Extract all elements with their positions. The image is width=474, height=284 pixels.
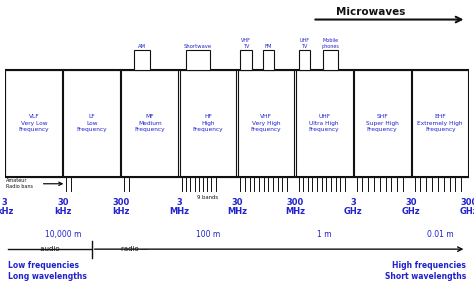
Text: HF
High
Frequency: HF High Frequency [192,114,223,132]
Text: UHF
Ultra High
Frequency: UHF Ultra High Frequency [309,114,339,132]
Text: 1 m: 1 m [317,230,331,239]
Text: VHF
TV: VHF TV [241,38,251,49]
Text: 3
kHz: 3 kHz [0,198,13,216]
Bar [186,50,210,70]
Text: 300
kHz: 300 kHz [112,198,129,216]
Text: Mobile
phones: Mobile phones [321,38,339,49]
Text: VHF
Very High
Frequency: VHF Very High Frequency [251,114,282,132]
Bar [134,50,150,70]
Text: AM: AM [138,44,146,49]
Bar [240,50,252,70]
Bar [180,70,237,177]
Bar [412,70,469,177]
Bar [237,70,294,177]
Bar [296,70,353,177]
Text: VLF
Very Low
Frequency: VLF Very Low Frequency [18,114,49,132]
Text: 3
GHz: 3 GHz [344,198,363,216]
Text: — audio —: — audio — [31,246,69,252]
Bar [354,70,410,177]
Text: 9 bands: 9 bands [197,195,219,200]
Text: radio —: radio — [121,246,148,252]
Text: UHF
TV: UHF TV [300,38,310,49]
Text: 10,000 m: 10,000 m [45,230,81,239]
Bar [5,70,469,177]
Text: 100 m: 100 m [196,230,220,239]
Text: EHF
Extremely High
Frequency: EHF Extremely High Frequency [418,114,463,132]
Text: 30
kHz: 30 kHz [54,198,72,216]
Text: FM: FM [264,44,272,49]
Text: SHF
Super High
Frequency: SHF Super High Frequency [366,114,399,132]
Bar [121,70,178,177]
Text: Low frequencies
Long wavelengths: Low frequencies Long wavelengths [8,261,87,281]
Text: 300
MHz: 300 MHz [285,198,305,216]
Text: 3
MHz: 3 MHz [169,198,189,216]
Text: High frequencies
Short wavelengths: High frequencies Short wavelengths [385,261,466,281]
Text: Shortwave: Shortwave [184,44,212,49]
Text: Microwaves: Microwaves [336,7,405,17]
Bar [5,70,62,177]
Text: Amateur
Radio bans: Amateur Radio bans [6,178,33,189]
Text: LF
Low
Frequency: LF Low Frequency [76,114,107,132]
Bar [64,70,120,177]
Bar [263,50,274,70]
Bar [299,50,310,70]
Text: 0.01 m: 0.01 m [427,230,454,239]
Text: 300
GHz: 300 GHz [460,198,474,216]
Text: MF
Medium
Frequency: MF Medium Frequency [135,114,165,132]
Text: 30
MHz: 30 MHz [227,198,247,216]
Bar [323,50,338,70]
Text: 30
GHz: 30 GHz [402,198,420,216]
